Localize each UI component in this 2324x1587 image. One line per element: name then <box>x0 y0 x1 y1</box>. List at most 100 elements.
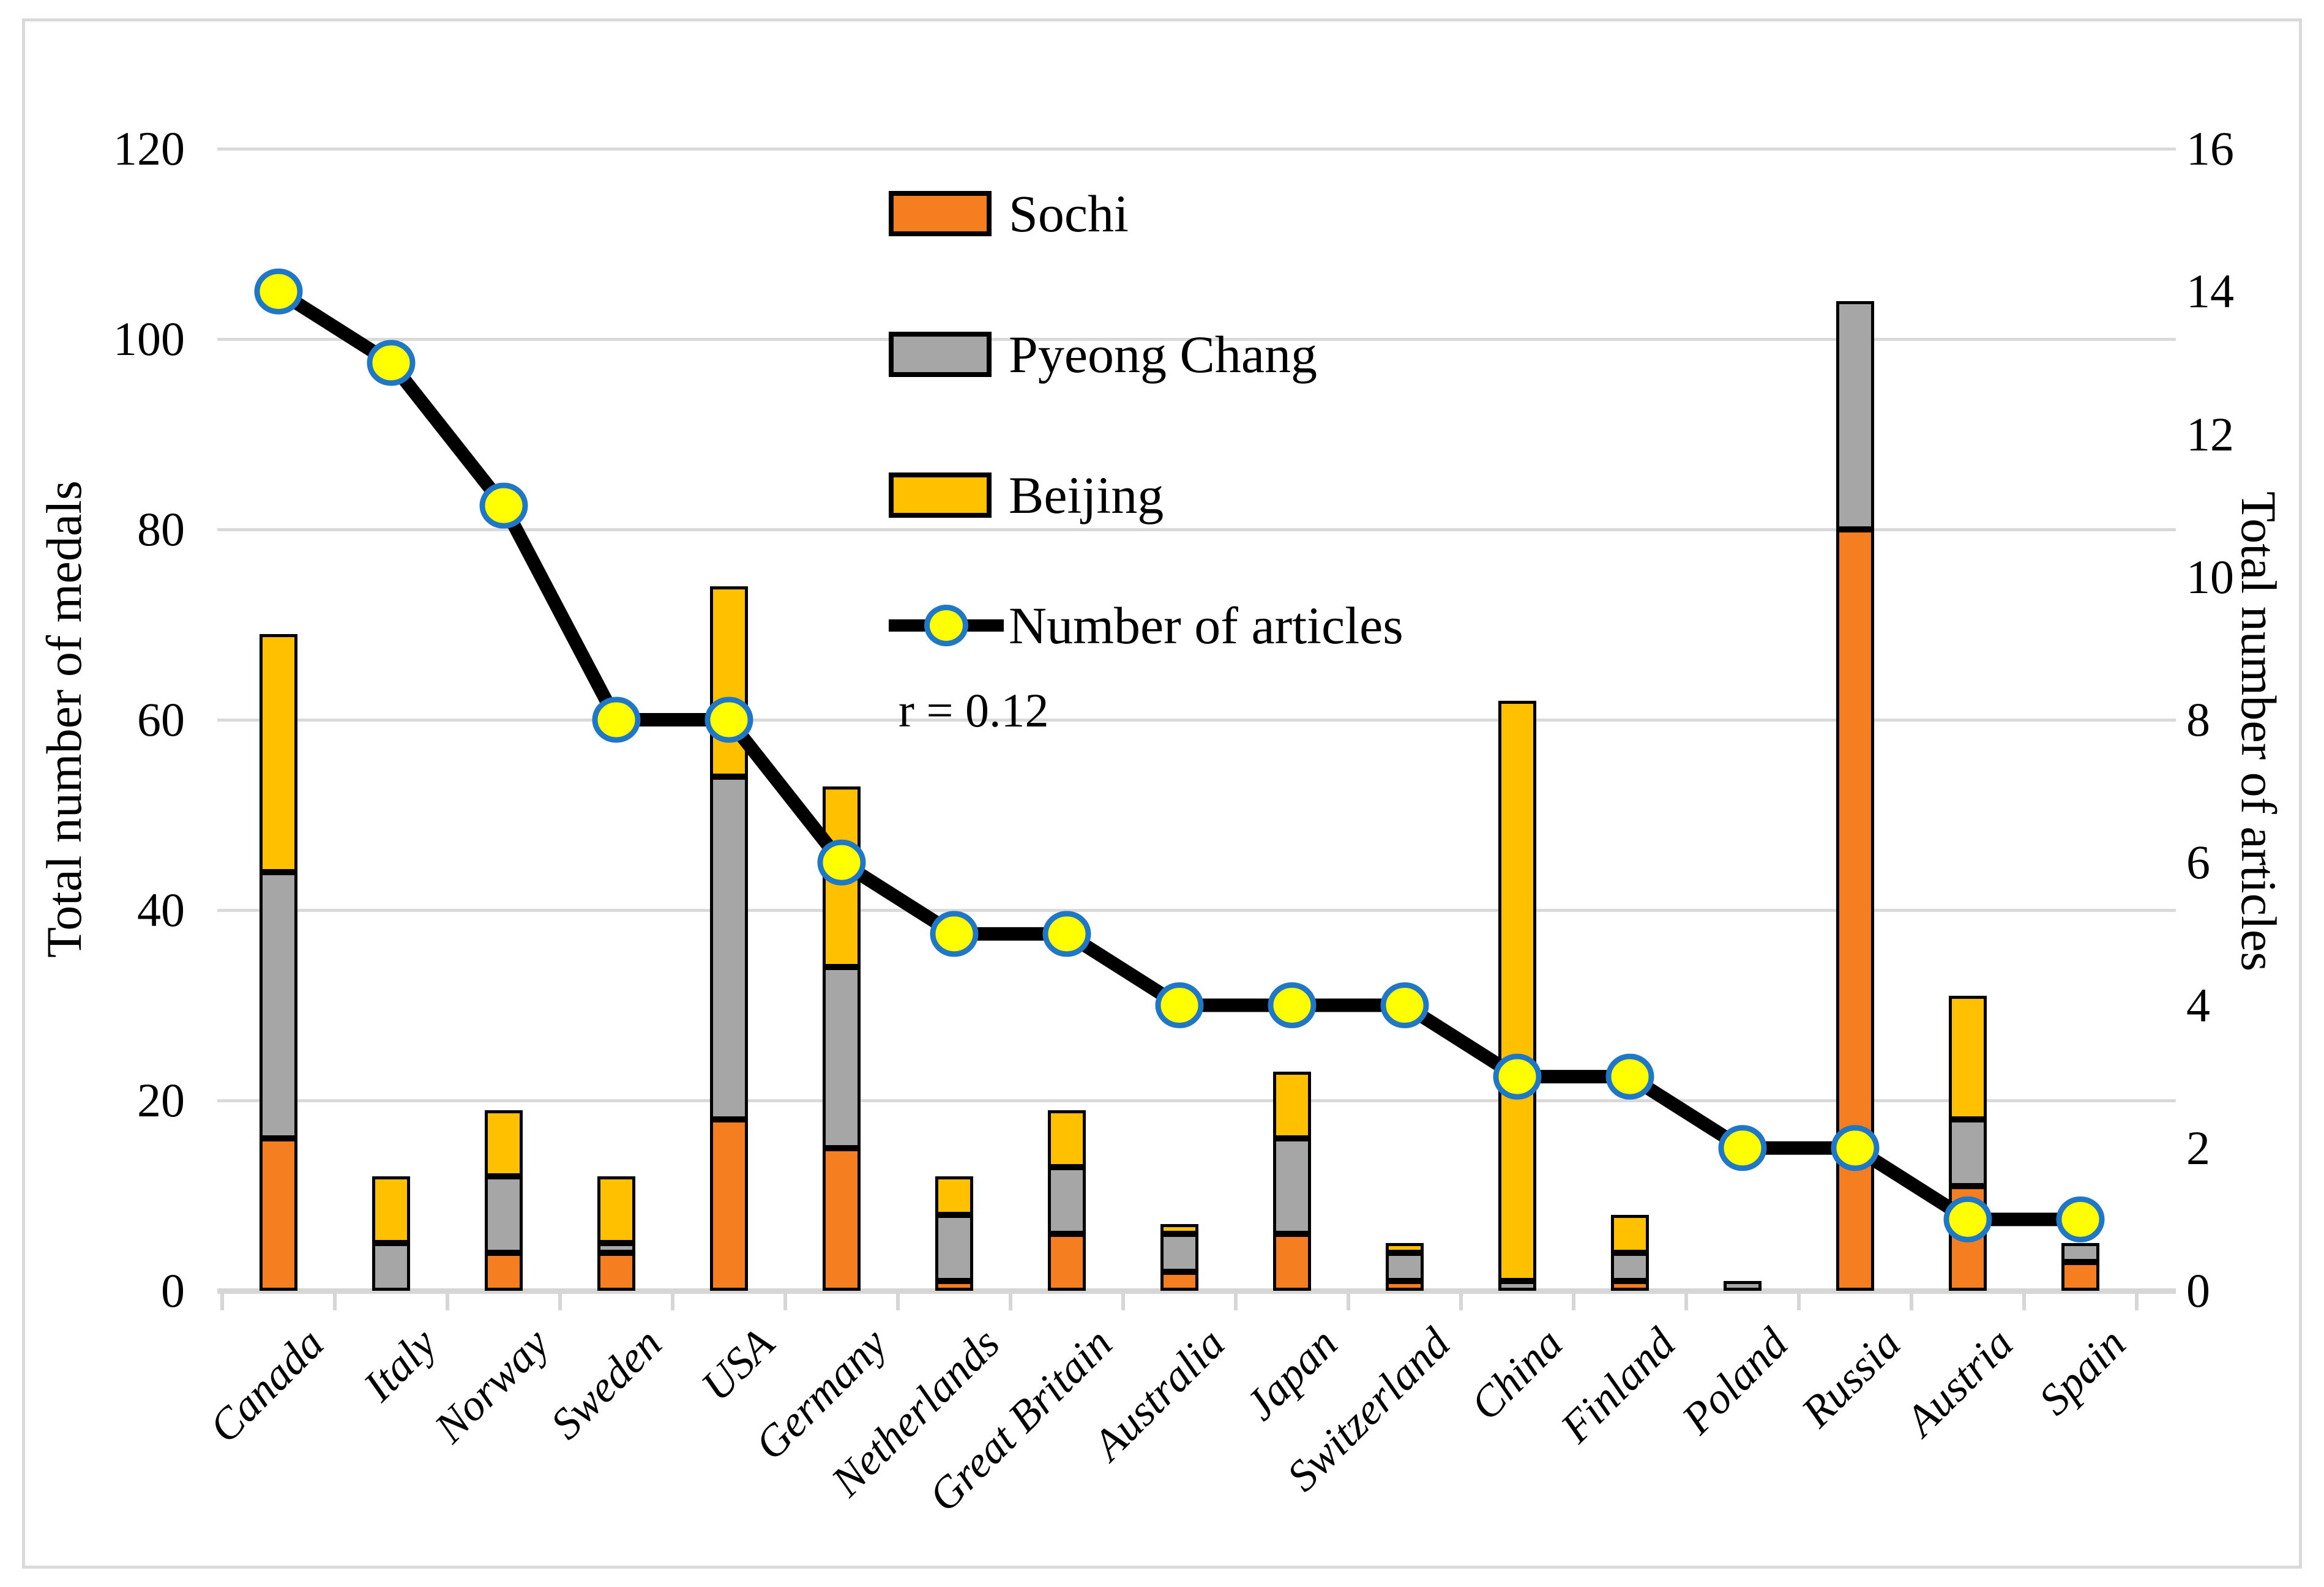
right-axis-title: Total number of articles <box>2231 491 2287 972</box>
right-axis-tick-label: 6 <box>2186 835 2210 889</box>
legend-label: Pyeong Chang <box>1009 325 1318 384</box>
category-tick <box>783 1291 787 1310</box>
gridline <box>217 1099 2176 1102</box>
category-tick <box>1684 1291 1688 1310</box>
legend-label: Beijing <box>1009 466 1164 525</box>
bar-segment-pyeong-chang-norway <box>485 1176 523 1253</box>
legend-swatch-pyeong-chang <box>889 332 992 377</box>
category-tick <box>896 1291 900 1310</box>
category-tick <box>1797 1291 1801 1310</box>
bar-segment-beijing-norway <box>485 1110 523 1177</box>
bar-segment-pyeong-chang-china <box>1498 1281 1536 1291</box>
legend-item-number-of-articles: Number of articles <box>889 598 1623 653</box>
left-axis-tick-label: 80 <box>137 502 185 556</box>
bar-segment-pyeong-chang-canada <box>260 872 297 1139</box>
bar-segment-pyeong-chang-switzerland <box>1386 1252 1424 1282</box>
bar-segment-pyeong-chang-poland <box>1724 1281 1762 1291</box>
left-axis-tick-label: 40 <box>137 883 185 936</box>
left-axis-tick-label: 0 <box>161 1264 185 1317</box>
bar-segment-beijing-great-britain <box>1048 1110 1086 1167</box>
gridline <box>217 147 2176 151</box>
category-tick <box>220 1291 224 1310</box>
bar-segment-sochi-norway <box>485 1252 523 1291</box>
bar-segment-beijing-japan <box>1273 1072 1311 1139</box>
left-axis-tick-label: 60 <box>137 693 185 746</box>
gridline <box>217 528 2176 531</box>
legend-swatch-sochi <box>889 191 992 236</box>
correlation-annotation: r = 0.12 <box>899 684 1049 737</box>
left-axis-tick-label: 100 <box>113 312 185 365</box>
bar-segment-pyeong-chang-great-britain <box>1048 1167 1086 1234</box>
right-axis-tick-label: 2 <box>2186 1121 2210 1174</box>
bar-segment-sochi-finland <box>1611 1281 1649 1291</box>
bar-segment-beijing-austria <box>1949 995 1987 1120</box>
bar-segment-sochi-great-britain <box>1048 1233 1086 1291</box>
category-tick <box>1347 1291 1350 1310</box>
category-tick <box>1910 1291 1913 1310</box>
category-tick <box>1234 1291 1238 1310</box>
right-axis-tick-label: 4 <box>2186 978 2210 1032</box>
right-axis-tick-label: 10 <box>2186 550 2234 603</box>
legend-swatch-beijing <box>889 472 992 518</box>
bar-segment-beijing-switzerland <box>1386 1243 1424 1253</box>
right-axis-tick-label: 8 <box>2186 693 2210 746</box>
bar-segment-pyeong-chang-italy <box>372 1243 410 1291</box>
bar-segment-sochi-canada <box>260 1138 297 1291</box>
bar-segment-sochi-spain <box>2061 1262 2099 1291</box>
left-axis-tick-label: 120 <box>113 122 185 175</box>
bar-segment-beijing-italy <box>372 1176 410 1244</box>
category-tick <box>1459 1291 1463 1310</box>
category-tick <box>446 1291 449 1310</box>
category-tick <box>1572 1291 1575 1310</box>
gridline <box>217 719 2176 722</box>
bar-segment-pyeong-chang-germany <box>823 967 861 1148</box>
legend-line-marker <box>924 605 968 646</box>
bar-segment-sochi-usa <box>710 1119 748 1291</box>
left-axis-tick-label: 20 <box>137 1074 185 1127</box>
category-tick <box>333 1291 337 1310</box>
category-tick <box>2135 1291 2139 1310</box>
category-tick <box>671 1291 674 1310</box>
category-tick <box>558 1291 562 1310</box>
figure-border <box>22 18 2302 1569</box>
bar-segment-beijing-netherlands <box>935 1176 973 1215</box>
bar-segment-beijing-australia <box>1160 1224 1198 1234</box>
bar-segment-pyeong-chang-japan <box>1273 1138 1311 1234</box>
legend-item-pyeong-chang: Pyeong Chang <box>889 327 1623 382</box>
bar-segment-sochi-japan <box>1273 1233 1311 1291</box>
right-axis-tick-label: 12 <box>2186 407 2234 461</box>
category-tick <box>1121 1291 1125 1310</box>
bar-segment-sochi-netherlands <box>935 1281 973 1291</box>
bar-segment-pyeong-chang-sweden <box>597 1243 635 1253</box>
category-tick <box>2022 1291 2026 1310</box>
bar-segment-beijing-canada <box>260 634 297 872</box>
right-axis-tick-label: 16 <box>2186 122 2234 175</box>
bar-segment-beijing-china <box>1498 700 1536 1282</box>
bar-segment-sochi-germany <box>823 1148 861 1291</box>
bar-segment-sochi-austria <box>1949 1186 1987 1291</box>
bar-segment-pyeong-chang-netherlands <box>935 1214 973 1282</box>
bar-segment-sochi-sweden <box>597 1252 635 1291</box>
bar-segment-beijing-germany <box>823 786 861 968</box>
left-axis-title: Total number of medals <box>36 480 92 958</box>
bar-segment-sochi-australia <box>1160 1271 1198 1291</box>
category-tick <box>1009 1291 1012 1310</box>
legend-item-sochi: Sochi <box>889 186 1623 241</box>
bar-segment-sochi-russia <box>1836 529 1874 1291</box>
bar-segment-pyeong-chang-spain <box>2061 1243 2099 1263</box>
legend-label: Number of articles <box>1009 596 1403 655</box>
bar-segment-pyeong-chang-usa <box>710 777 748 1120</box>
bar-segment-beijing-sweden <box>597 1176 635 1244</box>
right-axis-tick-label: 14 <box>2186 264 2234 318</box>
bar-segment-pyeong-chang-russia <box>1836 301 1874 529</box>
gridline <box>217 909 2176 912</box>
right-axis-tick-label: 0 <box>2186 1264 2210 1317</box>
bar-segment-pyeong-chang-austria <box>1949 1119 1987 1186</box>
bar-segment-pyeong-chang-australia <box>1160 1233 1198 1272</box>
bar-segment-beijing-finland <box>1611 1214 1649 1253</box>
bar-segment-pyeong-chang-finland <box>1611 1252 1649 1282</box>
legend-label: Sochi <box>1009 184 1129 243</box>
bar-segment-sochi-switzerland <box>1386 1281 1424 1291</box>
legend-item-beijing: Beijing <box>889 468 1623 523</box>
